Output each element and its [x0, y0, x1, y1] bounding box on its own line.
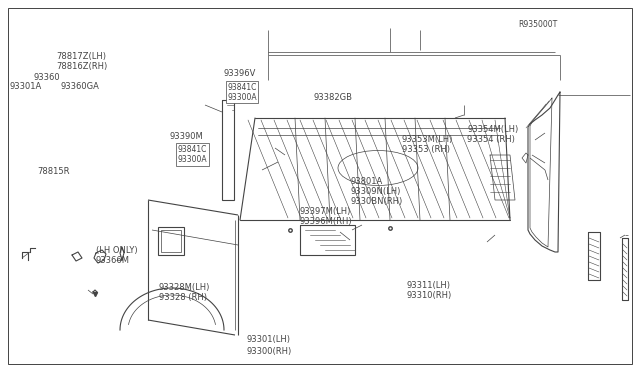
Text: 93354 (RH): 93354 (RH)	[467, 135, 515, 144]
Text: 93841C
93300A: 93841C 93300A	[178, 145, 207, 164]
Text: 93396V: 93396V	[224, 69, 257, 78]
Text: 78816Z(RH): 78816Z(RH)	[56, 62, 108, 71]
Text: 93396M(RH): 93396M(RH)	[300, 217, 352, 226]
Bar	[300, 225, 355, 255]
Text: R935000T: R935000T	[518, 20, 557, 29]
Text: 93841C
93300A: 93841C 93300A	[227, 83, 257, 102]
Text: 93353M(LH): 93353M(LH)	[402, 135, 453, 144]
Text: 93310(RH): 93310(RH)	[406, 291, 452, 300]
Text: 78817Z(LH): 78817Z(LH)	[56, 52, 106, 61]
Text: 93328M(LH): 93328M(LH)	[159, 283, 210, 292]
Text: 93390M: 93390M	[170, 132, 204, 141]
Bar	[222, 100, 234, 200]
Text: 93397M(LH): 93397M(LH)	[300, 207, 351, 216]
Text: 78815R: 78815R	[37, 167, 70, 176]
Text: 9330BN(RH): 9330BN(RH)	[351, 197, 403, 206]
Text: 93300(RH): 93300(RH)	[246, 347, 291, 356]
Text: 93301(LH): 93301(LH)	[247, 335, 291, 344]
Bar	[158, 227, 184, 255]
Bar	[161, 230, 181, 252]
Text: 93309N(LH): 93309N(LH)	[351, 187, 401, 196]
Text: (LH ONLY): (LH ONLY)	[96, 246, 138, 255]
Text: 93354M(LH): 93354M(LH)	[467, 125, 518, 134]
Text: 93301A: 93301A	[10, 82, 42, 91]
Text: 93382GB: 93382GB	[314, 93, 353, 102]
Text: 93311(LH): 93311(LH)	[406, 281, 451, 290]
Text: 93328 (RH): 93328 (RH)	[159, 293, 207, 302]
Text: 93360: 93360	[33, 73, 60, 82]
Text: 93353 (RH): 93353 (RH)	[402, 145, 450, 154]
Text: 93366M: 93366M	[96, 256, 130, 265]
Text: 93360GA: 93360GA	[61, 82, 100, 91]
Text: 93801A: 93801A	[351, 177, 383, 186]
